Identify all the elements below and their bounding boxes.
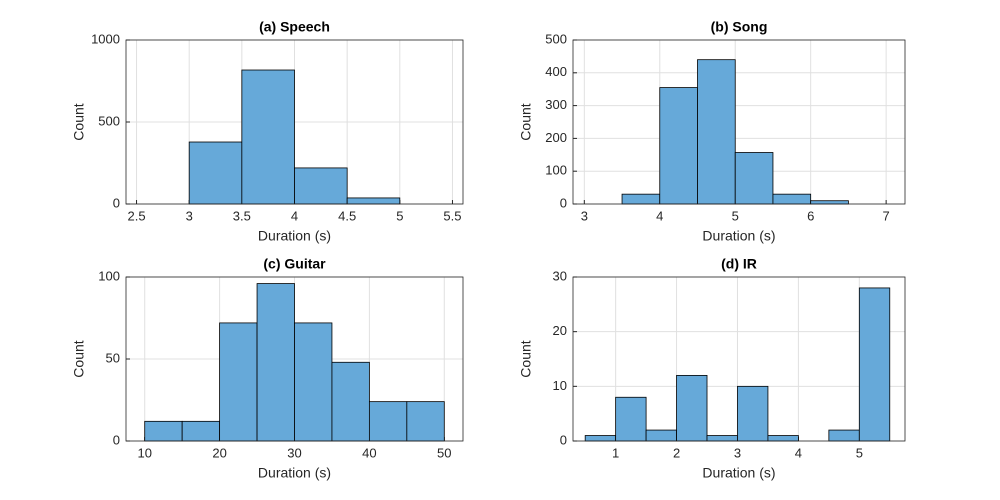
y-tick-label: 30 — [553, 268, 567, 283]
x-tick-label: 5.5 — [443, 208, 461, 223]
x-tick-label: 20 — [212, 445, 226, 460]
x-tick-label: 2.5 — [127, 208, 145, 223]
x-tick-label: 4 — [795, 445, 802, 460]
x-tick-label: 50 — [437, 445, 451, 460]
bar — [181, 420, 221, 442]
chart-title: (d) IR — [721, 256, 757, 272]
bar — [331, 361, 370, 442]
y-tick-label: 1000 — [91, 31, 120, 46]
x-tick-label: 30 — [287, 445, 301, 460]
y-tick-label: 0 — [560, 432, 567, 447]
x-tick-label: 4 — [656, 208, 663, 223]
bar — [659, 87, 698, 205]
x-tick-label: 5 — [396, 208, 403, 223]
axes-box — [125, 39, 464, 205]
bar — [294, 167, 348, 205]
x-tick-label: 40 — [362, 445, 376, 460]
y-tick-label: 0 — [560, 195, 567, 210]
x-tick-label: 5 — [732, 208, 739, 223]
x-axis-label: Duration (s) — [702, 465, 775, 481]
x-axis-label: Duration (s) — [702, 228, 775, 244]
axes-box — [125, 276, 464, 442]
chart-title: (c) Guitar — [263, 256, 326, 272]
y-tick-label: 100 — [98, 268, 120, 283]
x-tick-label: 7 — [883, 208, 890, 223]
x-tick-label: 10 — [137, 445, 151, 460]
x-tick-label: 5 — [856, 445, 863, 460]
bar — [676, 374, 708, 442]
bar — [734, 152, 774, 205]
y-tick-label: 20 — [553, 323, 567, 338]
x-tick-label: 4 — [291, 208, 298, 223]
axes-box — [572, 276, 906, 442]
bar — [219, 322, 258, 442]
x-tick-label: 3 — [734, 445, 741, 460]
x-tick-label: 4.5 — [338, 208, 356, 223]
y-axis-label: Count — [518, 103, 534, 140]
y-tick-label: 500 — [98, 113, 120, 128]
bar — [810, 200, 849, 205]
bar — [188, 141, 243, 205]
bar — [621, 193, 661, 205]
bar — [241, 69, 295, 205]
y-tick-label: 50 — [106, 350, 120, 365]
chart-title: (b) Song — [711, 19, 768, 35]
x-tick-label: 6 — [807, 208, 814, 223]
bar — [144, 420, 183, 442]
bar — [737, 385, 769, 442]
bar — [584, 435, 617, 442]
y-axis-label: Count — [71, 340, 87, 377]
bar — [368, 401, 408, 442]
chart-title: (a) Speech — [259, 19, 330, 35]
bar — [772, 193, 812, 205]
bar — [294, 322, 333, 442]
bar — [406, 401, 445, 442]
bar — [256, 283, 295, 442]
axes-box — [572, 39, 906, 205]
y-tick-label: 300 — [545, 97, 567, 112]
bar — [828, 429, 860, 442]
bar — [697, 59, 736, 205]
bar — [706, 435, 738, 442]
x-tick-label: 2 — [673, 445, 680, 460]
x-axis-label: Duration (s) — [258, 465, 331, 481]
y-axis-label: Count — [71, 103, 87, 140]
bar — [645, 429, 677, 442]
y-axis-label: Count — [518, 340, 534, 377]
bar — [858, 287, 891, 442]
bar — [767, 435, 799, 442]
y-tick-label: 200 — [545, 130, 567, 145]
y-tick-label: 500 — [545, 31, 567, 46]
y-tick-label: 100 — [545, 163, 567, 178]
y-tick-label: 400 — [545, 64, 567, 79]
x-tick-label: 3 — [581, 208, 588, 223]
y-tick-label: 0 — [113, 195, 120, 210]
x-tick-label: 3 — [186, 208, 193, 223]
bar — [346, 197, 401, 205]
y-tick-label: 10 — [553, 378, 567, 393]
x-axis-label: Duration (s) — [258, 228, 331, 244]
bar — [615, 396, 647, 442]
x-tick-label: 3.5 — [233, 208, 251, 223]
y-tick-label: 0 — [113, 432, 120, 447]
x-tick-label: 1 — [612, 445, 619, 460]
